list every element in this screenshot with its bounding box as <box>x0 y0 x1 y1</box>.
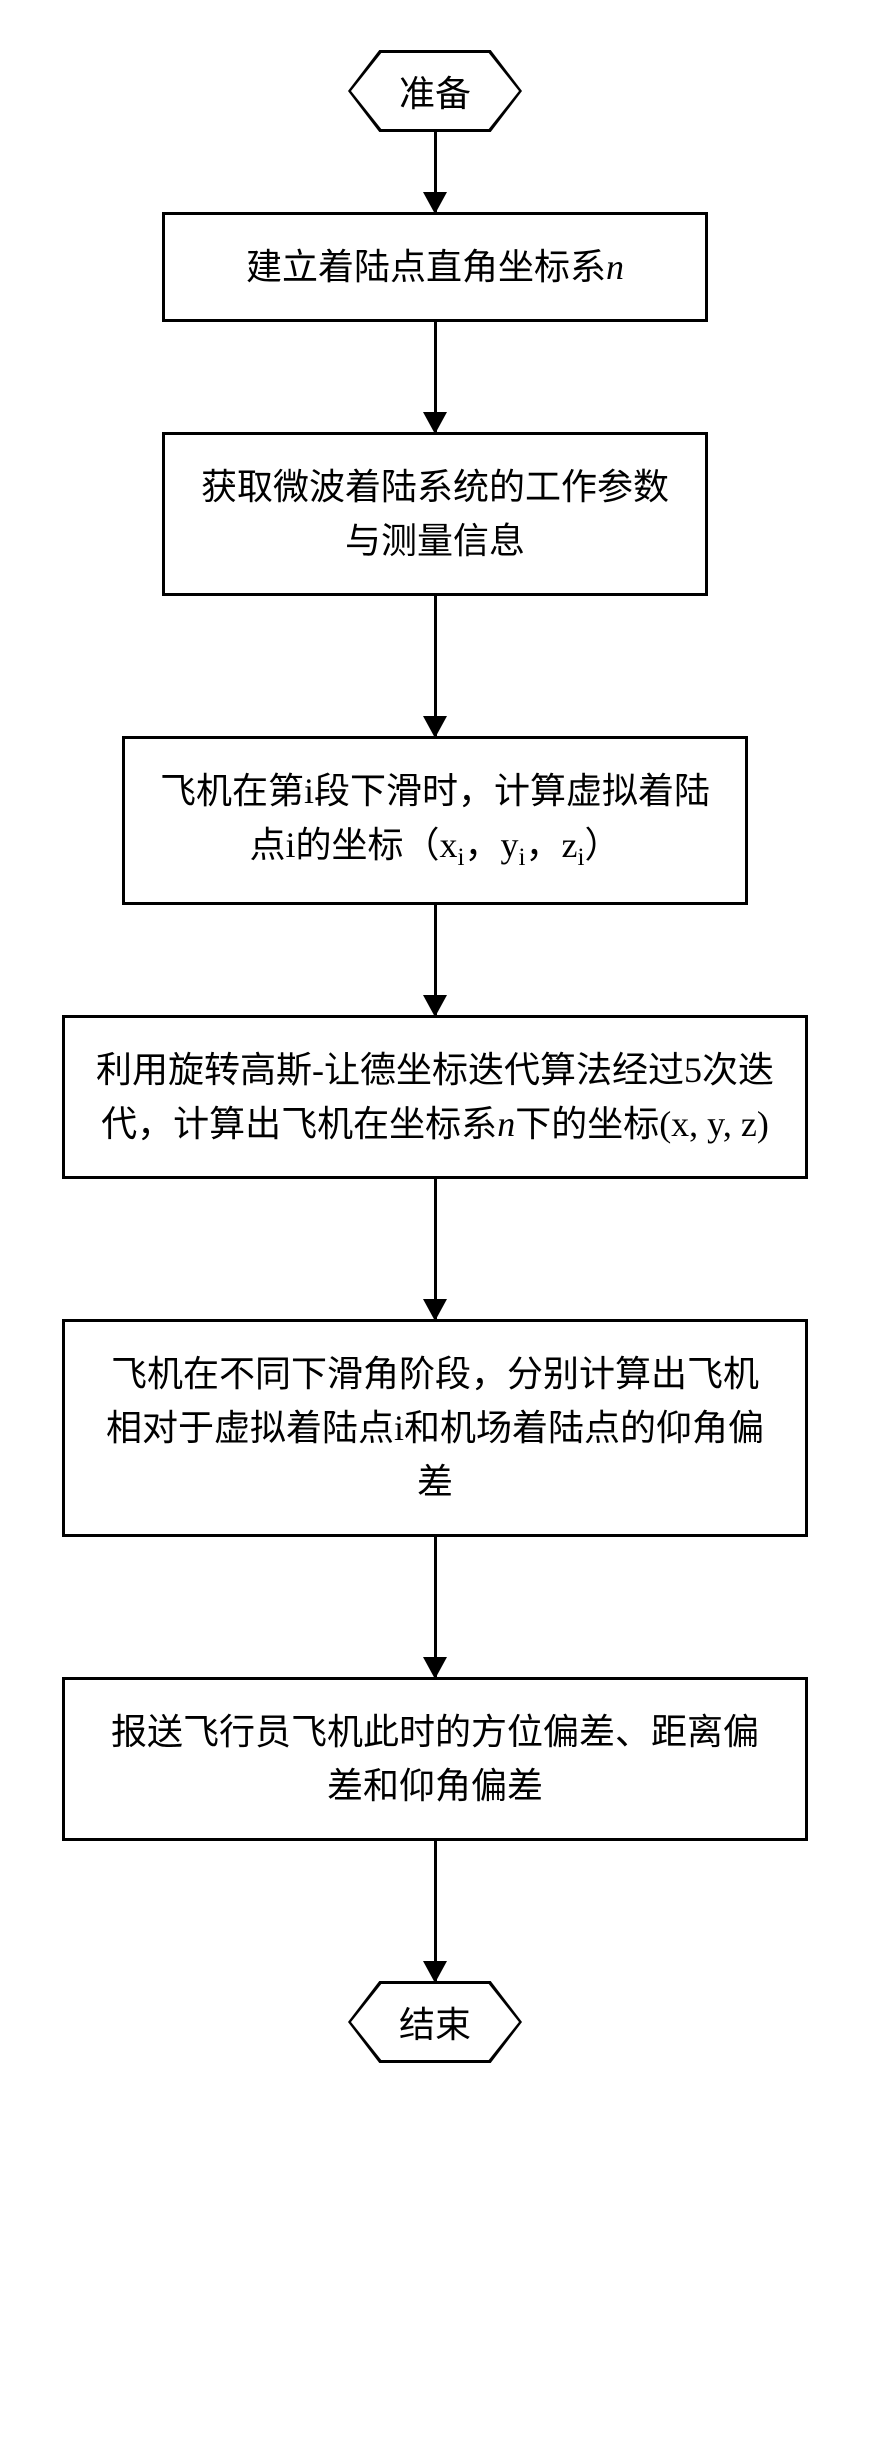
process-text: 利用旋转高斯-让德坐标迭代算法经过5次迭代，计算出飞机在坐标系n下的坐标(x, … <box>96 1050 774 1144</box>
process-step-4: 利用旋转高斯-让德坐标迭代算法经过5次迭代，计算出飞机在坐标系n下的坐标(x, … <box>62 1015 808 1179</box>
arrow <box>434 322 437 432</box>
arrow <box>434 1841 437 1981</box>
process-step-1: 建立着陆点直角坐标系n <box>162 212 708 322</box>
arrow <box>434 1179 437 1319</box>
italic-n: n <box>606 247 624 287</box>
arrow <box>434 132 437 212</box>
process-text: 建立着陆点直角坐标系 <box>246 247 606 287</box>
process-text: 报送飞行员飞机此时的方位偏差、距离偏差和仰角偏差 <box>111 1712 759 1806</box>
process-text: 飞机在第i段下滑时，计算虚拟着陆点i的坐标（xi，yi，zi） <box>160 771 710 865</box>
process-step-6: 报送飞行员飞机此时的方位偏差、距离偏差和仰角偏差 <box>62 1677 808 1841</box>
terminator-end-label: 结束 <box>351 1984 519 2060</box>
terminator-end: 结束 <box>348 1981 522 2063</box>
process-step-2: 获取微波着陆系统的工作参数与测量信息 <box>162 432 708 596</box>
arrow <box>434 596 437 736</box>
terminator-start-label: 准备 <box>351 53 519 129</box>
arrow <box>434 905 437 1015</box>
terminator-start: 准备 <box>348 50 522 132</box>
arrow <box>434 1537 437 1677</box>
flowchart-container: 准备 建立着陆点直角坐标系n 获取微波着陆系统的工作参数与测量信息 飞机在第i段… <box>0 0 870 2113</box>
process-step-5: 飞机在不同下滑角阶段，分别计算出飞机相对于虚拟着陆点i和机场着陆点的仰角偏差 <box>62 1319 808 1537</box>
process-text: 获取微波着陆系统的工作参数与测量信息 <box>201 467 669 561</box>
process-step-3: 飞机在第i段下滑时，计算虚拟着陆点i的坐标（xi，yi，zi） <box>122 736 748 905</box>
process-text: 飞机在不同下滑角阶段，分别计算出飞机相对于虚拟着陆点i和机场着陆点的仰角偏差 <box>106 1354 764 1502</box>
